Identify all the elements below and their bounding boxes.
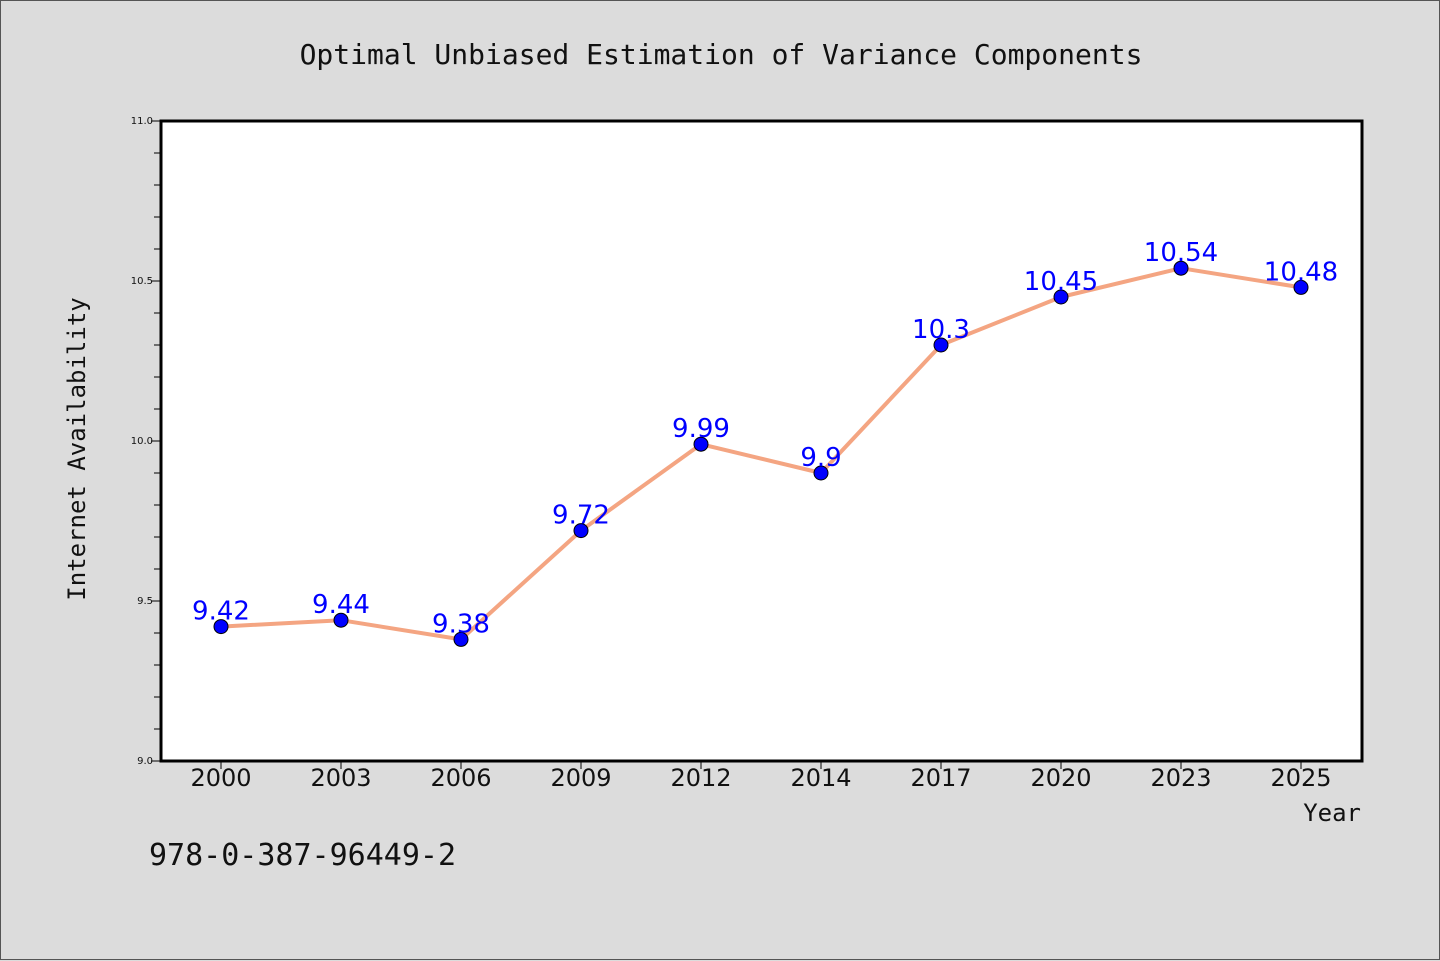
data-label: 9.9 bbox=[800, 443, 841, 473]
data-label: 9.44 bbox=[312, 590, 370, 620]
data-point bbox=[933, 337, 949, 353]
series-line-group bbox=[219, 266, 1303, 642]
x-axis-label: Year bbox=[1303, 799, 1361, 827]
series-line bbox=[219, 266, 1303, 642]
y-tick-label: 10.5 bbox=[131, 276, 153, 287]
data-point bbox=[213, 619, 229, 635]
data-label: 10.3 bbox=[912, 315, 970, 345]
data-point bbox=[453, 631, 469, 647]
data-point bbox=[813, 465, 829, 481]
data-label: 9.99 bbox=[672, 414, 730, 444]
data-point bbox=[1293, 279, 1309, 295]
data-label: 9.38 bbox=[432, 609, 490, 639]
x-tick-label: 2017 bbox=[910, 764, 971, 792]
y-tick-label: 9.0 bbox=[137, 756, 153, 767]
y-tick-label: 11.0 bbox=[131, 116, 153, 127]
data-point bbox=[573, 523, 589, 539]
x-tick-label: 2025 bbox=[1270, 764, 1331, 792]
data-label: 10.54 bbox=[1144, 238, 1218, 268]
x-tick-label: 2003 bbox=[310, 764, 371, 792]
x-tick-label: 2023 bbox=[1150, 764, 1211, 792]
x-tick-label: 2012 bbox=[670, 764, 731, 792]
x-tick-label: 2020 bbox=[1030, 764, 1091, 792]
data-labels: 9.42 9.44 9.38 9.72 9.99 9.9 10.3 10.45 10.54 10.… bbox=[192, 238, 1338, 639]
y-axis-label: Internet Availability bbox=[63, 297, 91, 600]
data-point bbox=[1053, 289, 1069, 305]
x-tick-label: 2014 bbox=[790, 764, 851, 792]
x-axis: 2000 2003 2006 2009 2012 2014 2017 2020 2023 2025 bbox=[190, 761, 1332, 792]
y-axis: 9.0 9.5 10.0 10.5 11.0 bbox=[131, 116, 161, 767]
data-markers bbox=[213, 260, 1309, 647]
isbn-text: 978-0-387-96449-2 bbox=[149, 838, 456, 873]
x-tick-label: 2009 bbox=[550, 764, 611, 792]
data-label: 10.45 bbox=[1024, 267, 1098, 297]
data-point bbox=[333, 612, 349, 628]
y-tick-label: 9.5 bbox=[137, 596, 153, 607]
data-label: 9.72 bbox=[552, 501, 610, 531]
data-label: 9.42 bbox=[192, 597, 250, 627]
y-tick-label: 10.0 bbox=[131, 436, 153, 447]
data-point bbox=[693, 436, 709, 452]
plot-area bbox=[159, 119, 1364, 763]
x-tick-label: 2000 bbox=[190, 764, 251, 792]
chart-title: Optimal Unbiased Estimation of Variance … bbox=[300, 38, 1143, 71]
x-tick-label: 2006 bbox=[430, 764, 491, 792]
data-point bbox=[1173, 260, 1189, 276]
data-label: 10.48 bbox=[1264, 257, 1338, 287]
